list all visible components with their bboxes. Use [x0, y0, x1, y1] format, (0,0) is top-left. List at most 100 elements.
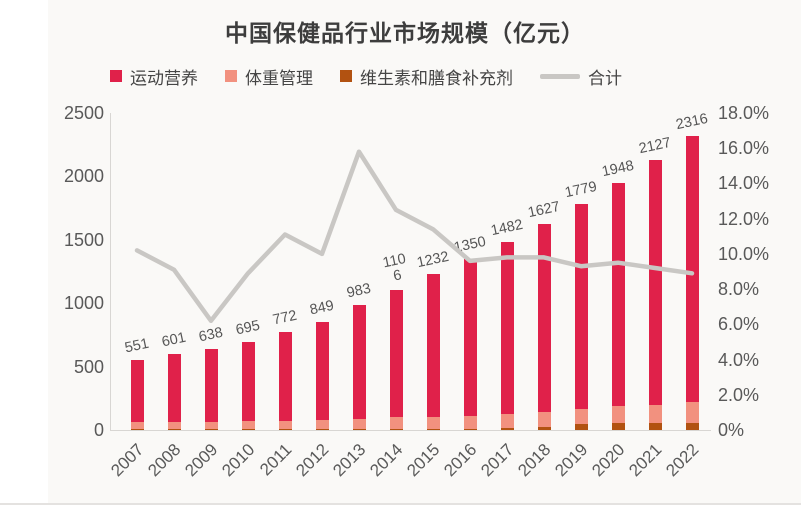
bar-2010-segment-维生素和膳食补充剂: [241, 429, 255, 430]
bar-2019: [574, 204, 588, 430]
legend-item-total: 合计: [540, 64, 622, 89]
legend-swatch-weight-management-icon: [225, 70, 237, 82]
y-left-tick-0: 0: [93, 420, 104, 440]
legend-label-sports-nutrition: 运动营养: [130, 68, 198, 88]
bar-2022: [685, 136, 699, 430]
bar-2007-segment-体重管理: [130, 422, 144, 430]
bar-2014-segment-运动营养: [389, 289, 403, 418]
bar-2008: [167, 353, 181, 430]
bar-2011: [278, 332, 292, 430]
bar-2013-segment-维生素和膳食补充剂: [352, 429, 366, 430]
y-right-tick-4.0%: 4.0%: [718, 349, 760, 370]
legend-swatch-vitamins-supplements-icon: [340, 70, 352, 82]
bar-2018-segment-体重管理: [537, 411, 551, 427]
bar-2022-segment-运动营养: [685, 136, 699, 403]
bar-2014-segment-体重管理: [389, 417, 403, 429]
bar-2019-segment-维生素和膳食补充剂: [574, 424, 588, 430]
bar-2011-segment-体重管理: [278, 420, 292, 430]
bar-2019-segment-运动营养: [574, 204, 588, 409]
bar-2022-segment-体重管理: [685, 402, 699, 423]
bar-2021-segment-体重管理: [648, 405, 662, 424]
bar-2017: [500, 242, 514, 430]
bar-2021-segment-运动营养: [648, 160, 662, 406]
bar-2012-segment-体重管理: [315, 420, 329, 430]
legend-swatch-sports-nutrition-icon: [110, 70, 122, 82]
bar-2015-segment-维生素和膳食补充剂: [426, 428, 440, 430]
plot-area: 551 601 638 695 772 849 983 110 6 1232 1350 1482 16…: [110, 111, 711, 431]
legend-label-weight-management: 体重管理: [245, 68, 313, 88]
chart-legend: 运动营养 体重管理 维生素和膳食补充剂 合计: [110, 64, 750, 88]
bar-2015-segment-运动营养: [426, 273, 440, 417]
bar-2016-segment-运动营养: [463, 258, 477, 416]
bar-2008-segment-运动营养: [167, 353, 181, 422]
bar-2021-segment-维生素和膳食补充剂: [648, 423, 662, 430]
bar-2022-segment-维生素和膳食补充剂: [685, 422, 699, 430]
bar-2013-segment-运动营养: [352, 305, 366, 420]
bar-2016: [463, 258, 477, 430]
y-right-tick-16.0%: 16.0%: [718, 138, 770, 159]
bar-2020-segment-运动营养: [611, 183, 625, 406]
bar-2021: [648, 160, 662, 430]
bar-2010: [241, 341, 255, 430]
bar-2015: [426, 273, 440, 430]
bar-2012-segment-运动营养: [315, 322, 329, 421]
bar-2015-segment-体重管理: [426, 416, 440, 429]
y-right-tick-14.0%: 14.0%: [718, 173, 770, 194]
y-right-tick-10.0%: 10.0%: [718, 243, 770, 264]
bar-2016-segment-体重管理: [463, 415, 477, 429]
y-right-tick-8.0%: 8.0%: [718, 279, 760, 300]
bar-2018-segment-维生素和膳食补充剂: [537, 426, 551, 430]
y-axis-left: 2500 2000 1500 1000 500 0: [18, 0, 104, 511]
bar-2010-segment-运动营养: [241, 341, 255, 422]
bar-2008-segment-维生素和膳食补充剂: [167, 429, 181, 430]
bar-2020-segment-维生素和膳食补充剂: [611, 423, 625, 430]
bar-2011-segment-运动营养: [278, 332, 292, 421]
bar-2020: [611, 183, 625, 430]
bar-2019-segment-体重管理: [574, 408, 588, 425]
bar-2016-segment-维生素和膳食补充剂: [463, 428, 477, 430]
y-left-tick-1500: 1500: [63, 229, 104, 250]
legend-line-swatch-total-icon: [540, 73, 580, 79]
bar-2009-segment-体重管理: [204, 421, 218, 430]
legend-item-vitamins-supplements: 维生素和膳食补充剂: [340, 64, 513, 89]
bar-2017-segment-维生素和膳食补充剂: [500, 428, 514, 430]
total-growth-line: [134, 149, 695, 324]
legend-item-weight-management: 体重管理: [225, 64, 313, 89]
bar-2012: [315, 322, 329, 430]
bar-2007: [130, 360, 144, 430]
bar-2009-segment-维生素和膳食补充剂: [204, 429, 218, 430]
y-right-tick-18.0%: 18.0%: [718, 103, 770, 123]
bar-2008-segment-体重管理: [167, 422, 181, 430]
bar-2011-segment-维生素和膳食补充剂: [278, 429, 292, 430]
y-right-tick-6.0%: 6.0%: [718, 314, 760, 335]
legend-label-total: 合计: [588, 68, 622, 88]
y-axis-right: 18.0% 16.0% 14.0% 12.0% 10.0% 8.0% 6.0% 4.0% 2.0…: [718, 0, 798, 511]
bar-2018-segment-运动营养: [537, 223, 551, 412]
legend-label-vitamins-supplements: 维生素和膳食补充剂: [360, 68, 513, 88]
y-left-tick-2000: 2000: [63, 166, 104, 187]
bar-2013-segment-体重管理: [352, 419, 366, 430]
bar-2009-segment-运动营养: [204, 349, 218, 422]
bar-2017-segment-运动营养: [500, 242, 514, 415]
y-left-tick-500: 500: [73, 356, 104, 377]
bar-2017-segment-体重管理: [500, 414, 514, 429]
y-right-tick-12.0%: 12.0%: [718, 208, 770, 229]
chart-title: 中国保健品行业市场规模（亿元）: [225, 20, 585, 46]
bar-2010-segment-体重管理: [241, 421, 255, 430]
bar-2007-segment-运动营养: [130, 360, 144, 423]
bar-2014: [389, 289, 403, 430]
x-axis: 2007 2008 2009 2010 2011 2012 2013 2014 2015 2016…: [107, 432, 710, 507]
y-left-tick-2500: 2500: [63, 103, 104, 123]
bottom-divider: [0, 503, 801, 505]
bar-2013: [352, 305, 366, 430]
bar-2007-segment-维生素和膳食补充剂: [130, 429, 144, 430]
bar-2012-segment-维生素和膳食补充剂: [315, 429, 329, 430]
bar-2014-segment-维生素和膳食补充剂: [389, 428, 403, 430]
bar-2020-segment-体重管理: [611, 405, 625, 424]
total-growth-polyline: [134, 149, 695, 324]
y-left-tick-1000: 1000: [63, 293, 104, 314]
y-right-tick-0%: 0%: [718, 420, 745, 440]
bar-2009: [204, 349, 218, 430]
y-right-tick-2.0%: 2.0%: [718, 384, 760, 405]
legend-item-sports-nutrition: 运动营养: [110, 64, 198, 89]
